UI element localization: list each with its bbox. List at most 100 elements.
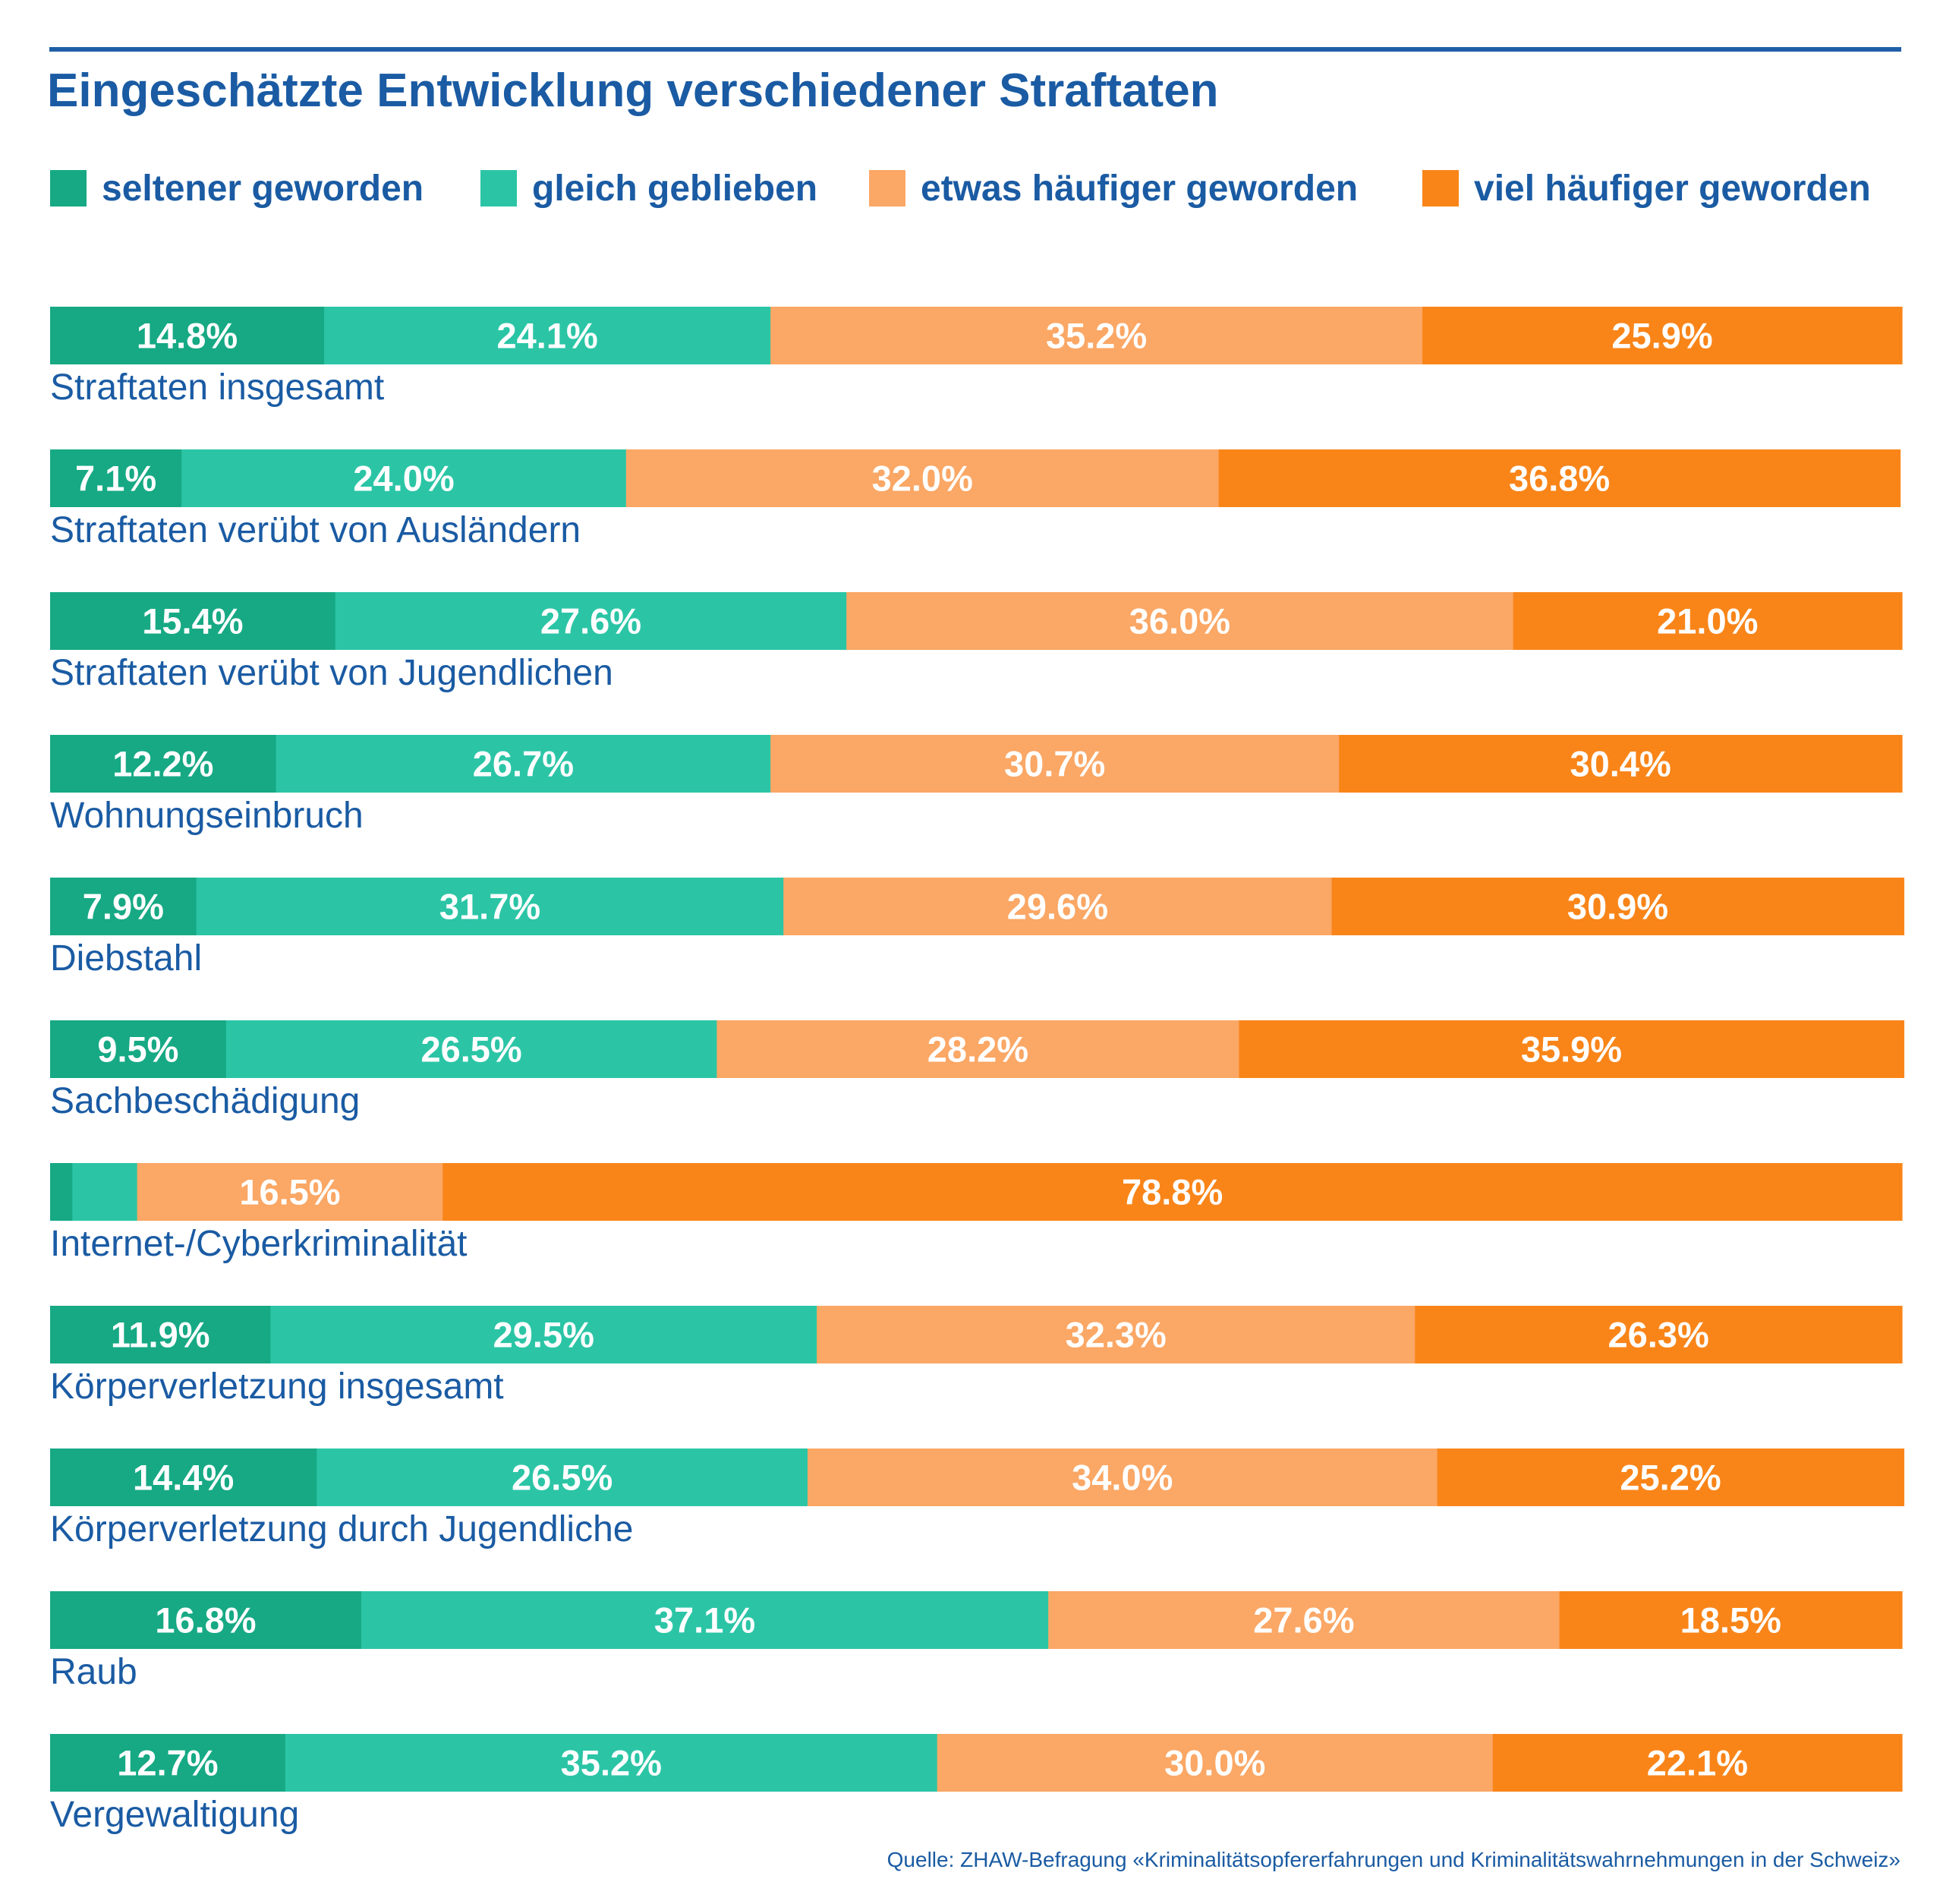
data-label-straftaten-insgesamt-gleich-geblieben: 24.1% xyxy=(496,316,597,356)
data-label-vergewaltigung-etwas-haeufiger-geworden: 30.0% xyxy=(1164,1743,1265,1783)
legend-label-viel-haeufiger: viel häufiger geworden xyxy=(1474,168,1871,209)
data-label-straftaten-veruebt-von-auslaendern-gleich-geblieben: 24.0% xyxy=(353,459,454,499)
bar-segment-straftaten-veruebt-von-auslaendern-gleich-geblieben xyxy=(181,449,627,507)
data-label-koerperverletzung-insgesamt-seltener-geworden: 11.9% xyxy=(111,1315,210,1355)
bar-segment-internet-cyberkriminalitaet-gleich-geblieben xyxy=(72,1163,138,1221)
data-label-diebstahl-seltener-geworden: 7.9% xyxy=(83,887,164,927)
data-label-koerperverletzung-insgesamt-gleich-geblieben: 29.5% xyxy=(493,1315,594,1355)
category-label-diebstahl: Diebstahl xyxy=(50,938,202,979)
data-label-koerperverletzung-insgesamt-etwas-haeufiger-geworden: 32.3% xyxy=(1066,1315,1167,1355)
data-label-raub-etwas-haeufiger-geworden: 27.6% xyxy=(1253,1600,1354,1641)
legend-label-gleich: gleich geblieben xyxy=(532,168,818,209)
legend-swatch-gleich xyxy=(480,170,517,206)
bar-segment-raub-gleich-geblieben xyxy=(361,1591,1049,1649)
data-label-koerperverletzung-durch-jugendliche-viel-haeufiger-geworden: 25.2% xyxy=(1620,1458,1721,1498)
data-label-raub-gleich-geblieben: 37.1% xyxy=(654,1600,755,1641)
data-label-internet-cyberkriminalitaet-etwas-haeufiger-geworden: 16.5% xyxy=(239,1172,340,1212)
data-label-straftaten-insgesamt-viel-haeufiger-geworden: 25.9% xyxy=(1611,316,1712,356)
chart-title: Eingeschätzte Entwicklung verschiedener … xyxy=(47,65,1219,117)
bar-segment-wohnungseinbruch-viel-haeufiger-geworden xyxy=(1339,735,1903,793)
legend-swatch-etwas-haeufiger xyxy=(869,170,905,206)
legend-label-etwas-haeufiger: etwas häufiger geworden xyxy=(921,168,1359,209)
data-label-wohnungseinbruch-etwas-haeufiger-geworden: 30.7% xyxy=(1004,744,1105,784)
data-label-koerperverletzung-durch-jugendliche-gleich-geblieben: 26.5% xyxy=(512,1458,613,1498)
data-label-diebstahl-gleich-geblieben: 31.7% xyxy=(439,887,540,927)
legend-label-seltener: seltener geworden xyxy=(102,168,424,209)
bar-segment-vergewaltigung-gleich-geblieben xyxy=(285,1734,938,1792)
data-label-koerperverletzung-insgesamt-viel-haeufiger-geworden: 26.3% xyxy=(1608,1315,1708,1355)
category-label-koerperverletzung-durch-jugendliche: Körperverletzung durch Jugendliche xyxy=(50,1509,633,1549)
data-label-vergewaltigung-viel-haeufiger-geworden: 22.1% xyxy=(1647,1743,1748,1783)
data-label-straftaten-veruebt-von-jugendlichen-etwas-haeufiger-geworden: 36.0% xyxy=(1129,601,1230,641)
legend-item-gleich: gleich geblieben xyxy=(480,168,818,209)
bar-segment-sachbeschaedigung-viel-haeufiger-geworden xyxy=(1239,1020,1905,1078)
data-label-sachbeschaedigung-seltener-geworden: 9.5% xyxy=(97,1029,178,1070)
bar-segment-straftaten-veruebt-von-auslaendern-seltener-geworden xyxy=(50,449,182,507)
bar-segment-koerperverletzung-insgesamt-etwas-haeufiger-geworden xyxy=(817,1306,1416,1363)
bar-segment-diebstahl-viel-haeufiger-geworden xyxy=(1331,878,1905,935)
data-label-straftaten-insgesamt-seltener-geworden: 14.8% xyxy=(137,316,238,356)
bar-segment-wohnungseinbruch-gleich-geblieben xyxy=(276,735,771,793)
bar-segment-sachbeschaedigung-etwas-haeufiger-geworden xyxy=(716,1020,1240,1078)
legend: seltener geworden gleich geblieben etwas… xyxy=(50,168,1902,209)
bar-segment-koerperverletzung-durch-jugendliche-etwas-haeufiger-geworden xyxy=(807,1448,1438,1506)
bar-segment-straftaten-veruebt-von-jugendlichen-etwas-haeufiger-geworden xyxy=(846,592,1514,650)
bar-segment-raub-viel-haeufiger-geworden xyxy=(1559,1591,1903,1649)
bar-segment-straftaten-veruebt-von-auslaendern-viel-haeufiger-geworden xyxy=(1218,449,1901,507)
data-label-raub-seltener-geworden: 16.8% xyxy=(155,1600,256,1641)
bar-segment-raub-seltener-geworden xyxy=(50,1591,362,1649)
data-label-koerperverletzung-durch-jugendliche-seltener-geworden: 14.4% xyxy=(133,1458,234,1498)
data-label-diebstahl-etwas-haeufiger-geworden: 29.6% xyxy=(1007,887,1108,927)
bar-segment-koerperverletzung-insgesamt-seltener-geworden xyxy=(50,1306,271,1363)
bar-segment-koerperverletzung-insgesamt-gleich-geblieben xyxy=(270,1306,817,1363)
data-label-sachbeschaedigung-etwas-haeufiger-geworden: 28.2% xyxy=(927,1029,1028,1070)
bar-segment-internet-cyberkriminalitaet-seltener-geworden xyxy=(50,1163,73,1221)
bar-segment-koerperverletzung-durch-jugendliche-viel-haeufiger-geworden xyxy=(1437,1448,1905,1506)
data-label-wohnungseinbruch-viel-haeufiger-geworden: 30.4% xyxy=(1570,744,1671,784)
bar-segment-straftaten-veruebt-von-auslaendern-etwas-haeufiger-geworden xyxy=(625,449,1220,507)
data-label-straftaten-insgesamt-etwas-haeufiger-geworden: 35.2% xyxy=(1046,316,1147,356)
category-label-koerperverletzung-insgesamt: Körperverletzung insgesamt xyxy=(50,1367,504,1407)
bar-segment-internet-cyberkriminalitaet-viel-haeufiger-geworden xyxy=(442,1163,1903,1221)
data-label-straftaten-veruebt-von-jugendlichen-seltener-geworden: 15.4% xyxy=(142,601,243,641)
bar-segment-diebstahl-etwas-haeufiger-geworden xyxy=(783,878,1333,935)
legend-item-viel-haeufiger: viel häufiger geworden xyxy=(1422,168,1871,209)
data-label-straftaten-veruebt-von-auslaendern-viel-haeufiger-geworden: 36.8% xyxy=(1509,459,1610,499)
legend-item-etwas-haeufiger: etwas häufiger geworden xyxy=(869,168,1359,209)
bar-segment-straftaten-veruebt-von-jugendlichen-gleich-geblieben xyxy=(335,592,847,650)
data-label-wohnungseinbruch-gleich-geblieben: 26.7% xyxy=(473,744,574,784)
bar-segment-sachbeschaedigung-gleich-geblieben xyxy=(225,1020,717,1078)
data-label-straftaten-veruebt-von-auslaendern-etwas-haeufiger-geworden: 32.0% xyxy=(872,459,973,499)
bar-segment-straftaten-insgesamt-gleich-geblieben xyxy=(324,307,771,364)
category-label-straftaten-veruebt-von-jugendlichen: Straftaten verübt von Jugendlichen xyxy=(50,653,613,693)
bar-segment-straftaten-insgesamt-viel-haeufiger-geworden xyxy=(1422,307,1903,364)
category-label-vergewaltigung: Vergewaltigung xyxy=(50,1795,299,1835)
bar-segment-koerperverletzung-durch-jugendliche-gleich-geblieben xyxy=(316,1448,808,1506)
data-label-wohnungseinbruch-seltener-geworden: 12.2% xyxy=(112,744,213,784)
bar-segment-straftaten-insgesamt-seltener-geworden xyxy=(50,307,325,364)
bar-segment-internet-cyberkriminalitaet-etwas-haeufiger-geworden xyxy=(137,1163,443,1221)
bar-segment-straftaten-insgesamt-etwas-haeufiger-geworden xyxy=(770,307,1423,364)
bar-segment-wohnungseinbruch-etwas-haeufiger-geworden xyxy=(770,735,1340,793)
bar-segment-straftaten-veruebt-von-jugendlichen-seltener-geworden xyxy=(50,592,336,650)
bar-segment-diebstahl-gleich-geblieben xyxy=(196,878,784,935)
bar-segment-vergewaltigung-etwas-haeufiger-geworden xyxy=(937,1734,1494,1792)
data-label-raub-viel-haeufiger-geworden: 18.5% xyxy=(1680,1600,1781,1641)
data-label-vergewaltigung-gleich-geblieben: 35.2% xyxy=(561,1743,662,1783)
data-label-straftaten-veruebt-von-jugendlichen-viel-haeufiger-geworden: 21.0% xyxy=(1657,601,1758,641)
category-label-wohnungseinbruch: Wohnungseinbruch xyxy=(50,796,364,836)
category-label-raub: Raub xyxy=(50,1652,137,1692)
bar-segment-sachbeschaedigung-seltener-geworden xyxy=(50,1020,227,1078)
top-rule xyxy=(49,47,1901,52)
bar-segment-raub-etwas-haeufiger-geworden xyxy=(1048,1591,1560,1649)
bar-segment-vergewaltigung-viel-haeufiger-geworden xyxy=(1492,1734,1903,1792)
data-label-straftaten-veruebt-von-jugendlichen-gleich-geblieben: 27.6% xyxy=(540,601,641,641)
bar-segment-vergewaltigung-seltener-geworden xyxy=(50,1734,286,1792)
data-label-koerperverletzung-durch-jugendliche-etwas-haeufiger-geworden: 34.0% xyxy=(1072,1458,1173,1498)
data-label-vergewaltigung-seltener-geworden: 12.7% xyxy=(117,1743,218,1783)
data-label-sachbeschaedigung-viel-haeufiger-geworden: 35.9% xyxy=(1521,1029,1622,1070)
bar-segment-wohnungseinbruch-seltener-geworden xyxy=(50,735,277,793)
bar-segment-diebstahl-seltener-geworden xyxy=(50,878,197,935)
data-label-internet-cyberkriminalitaet-viel-haeufiger-geworden: 78.8% xyxy=(1122,1172,1223,1212)
